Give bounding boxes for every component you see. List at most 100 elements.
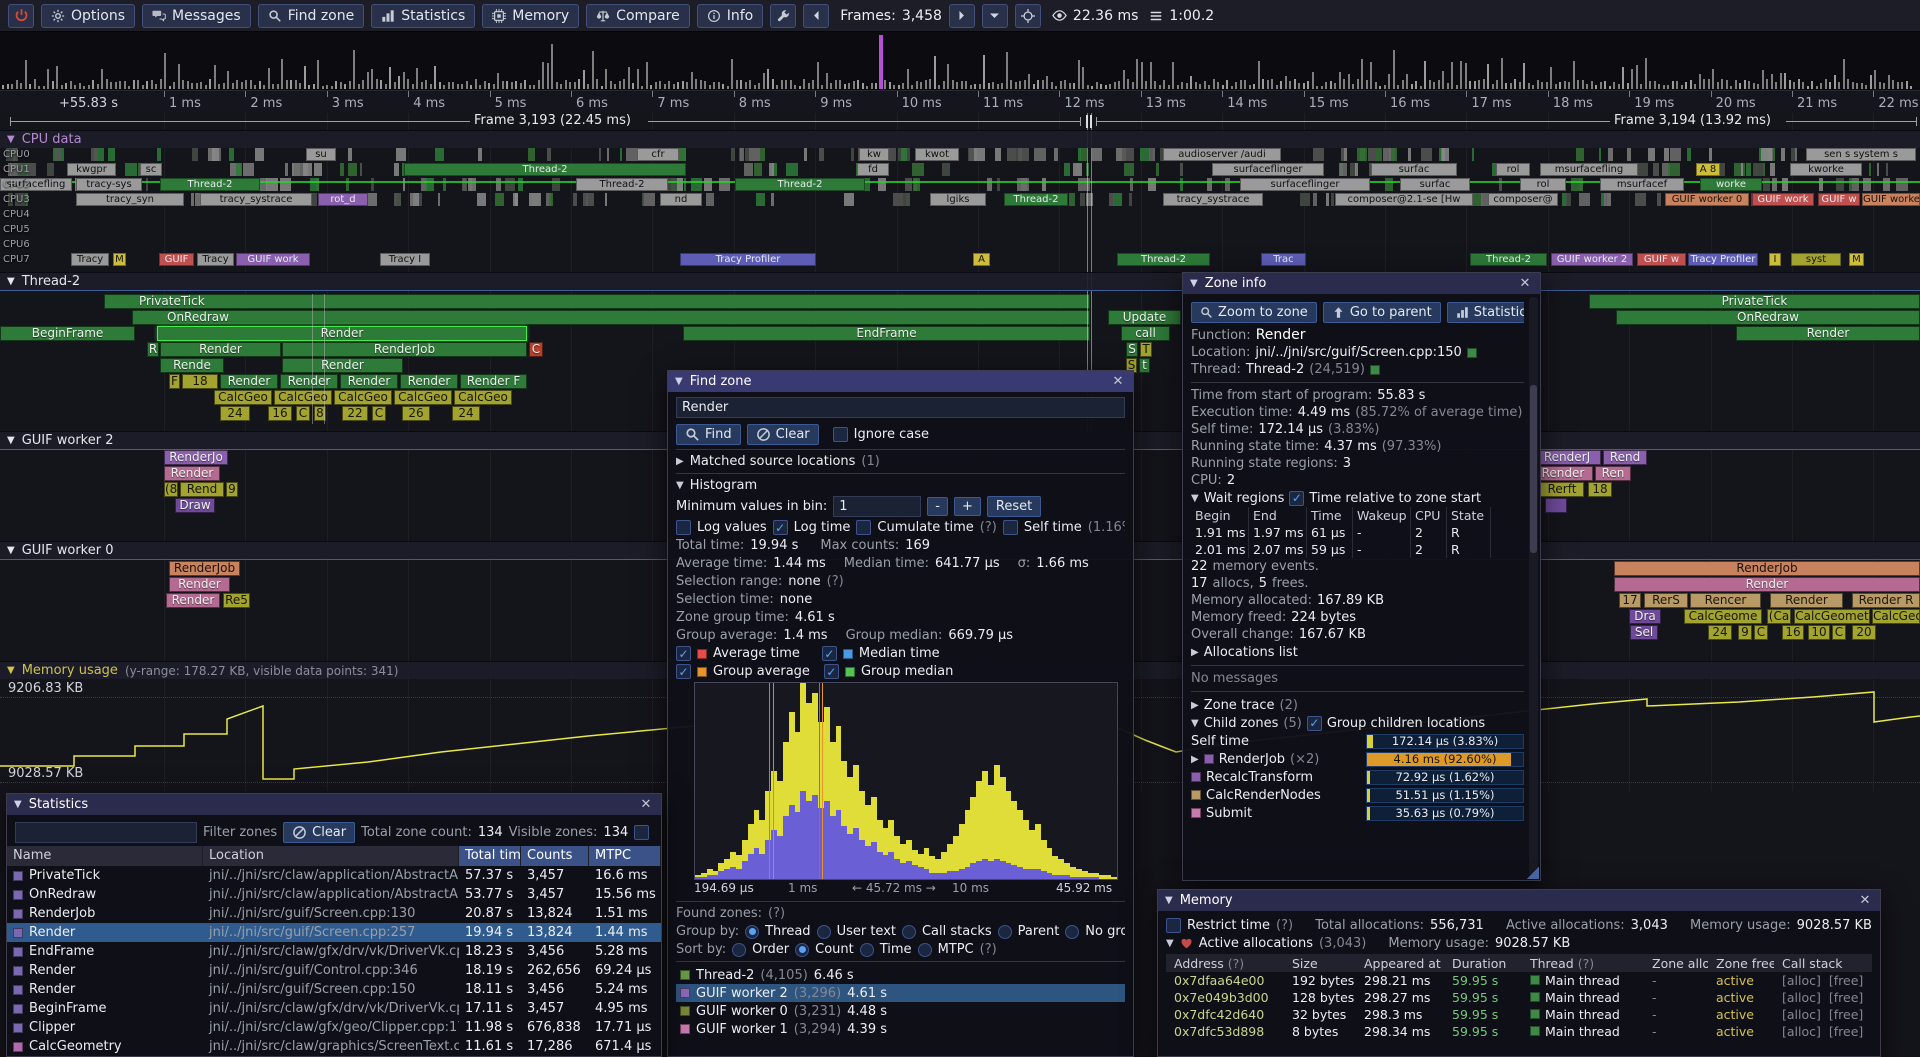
cpu-activity-segment[interactable] (1627, 148, 1632, 161)
cpu-activity-segment[interactable] (546, 148, 552, 161)
restrict-time-hint[interactable]: (?) (1276, 918, 1294, 933)
time-relative-checkbox[interactable] (1289, 490, 1305, 506)
thread-hint[interactable]: (?) (1573, 955, 1595, 971)
cpu-activity-segment[interactable] (1054, 148, 1059, 161)
cpu-activity-segment[interactable] (1139, 148, 1149, 161)
toolbar-button-messages[interactable]: Messages (142, 3, 251, 28)
cpu-activity-segment[interactable] (643, 193, 656, 206)
cpu-activity-segment[interactable] (291, 163, 295, 176)
zone-rend[interactable]: Rend (1603, 450, 1647, 465)
ignore-case-checkbox[interactable] (832, 427, 848, 442)
cpu-activity-segment[interactable] (911, 163, 924, 176)
free-link[interactable]: [free] (1828, 990, 1864, 1005)
cpu-activity-segment[interactable] (884, 148, 896, 161)
cpu-activity-segment[interactable] (339, 163, 344, 176)
zone-render[interactable]: Render (1736, 326, 1920, 341)
cpu-activity-segment[interactable] (552, 178, 560, 191)
zone-privatetick[interactable]: PrivateTick (1589, 294, 1920, 309)
log-values-checkbox[interactable] (676, 520, 691, 535)
restrict-time-checkbox[interactable] (1166, 918, 1181, 933)
cpu-activity-segment[interactable] (974, 148, 985, 161)
memory-header-appeared-at[interactable]: Appeared at (1356, 956, 1444, 971)
cpu-zone-m[interactable]: M (113, 253, 126, 266)
zone-calcgeo[interactable]: CalcGeo (334, 390, 392, 405)
wait-col-begin[interactable]: Begin (1191, 507, 1249, 524)
cpu-activity-segment[interactable] (1794, 148, 1797, 161)
free-link[interactable]: [free] (1828, 1007, 1864, 1022)
histogram-plot[interactable] (694, 682, 1118, 880)
cpu-zone-m[interactable]: M (1849, 253, 1864, 266)
toolbar-button-find-zone[interactable]: Find zone (257, 3, 365, 28)
cpu-zone-thread-2[interactable]: Thread-2 (1470, 253, 1547, 266)
zone-info-button-statistics[interactable]: Statistics (1446, 302, 1524, 323)
cpu-activity-segment[interactable] (900, 148, 907, 161)
cpu-activity-segment[interactable] (1384, 178, 1393, 191)
cpu-activity-segment[interactable] (1849, 178, 1853, 191)
zone-8[interactable]: (8 (164, 482, 178, 497)
cpu-activity-segment[interactable] (518, 178, 524, 191)
zone-info-titlebar[interactable]: ▼ Zone info ✕ (1183, 273, 1540, 294)
cpu-activity-segment[interactable] (426, 178, 434, 191)
cpu-zone-syst[interactable]: syst (1791, 253, 1841, 266)
cpu-activity-segment[interactable] (1112, 193, 1123, 206)
cpu-activity-segment[interactable] (410, 193, 416, 206)
close-icon[interactable]: ✕ (640, 797, 652, 812)
statistics-header-total-time[interactable]: Total time (459, 846, 521, 866)
cpu-activity-segment[interactable] (230, 163, 241, 176)
scrollbar-thumb[interactable] (1530, 385, 1537, 553)
close-icon[interactable]: ✕ (1519, 276, 1531, 291)
cpu-activity-segment[interactable] (1179, 163, 1184, 176)
cpu-activity-segment[interactable] (495, 193, 505, 206)
sort-by-option-mtpc[interactable] (917, 942, 932, 957)
cpu-activity-segment[interactable] (1733, 163, 1746, 176)
zone-22[interactable]: 22 (342, 406, 368, 421)
free-link[interactable]: [free] (1828, 1024, 1864, 1039)
zone-render[interactable]: Render (169, 577, 230, 592)
cpu-activity-segment[interactable] (1086, 193, 1093, 206)
alloc-link[interactable]: [alloc] (1782, 990, 1821, 1005)
decrement-button[interactable]: - (927, 497, 948, 516)
cpu-activity-segment[interactable] (1122, 148, 1134, 161)
cpu-activity-segment[interactable] (641, 193, 644, 206)
cpu-zone-su[interactable]: su (306, 148, 336, 161)
cpu-activity-segment[interactable] (582, 193, 594, 206)
memory-table-row[interactable]: 0x7e049b3d00 128 bytes 298.27 ms 59.95 s Mai… (1166, 989, 1872, 1006)
cpu-activity-segment[interactable] (1079, 148, 1088, 161)
find-button[interactable]: Find (676, 424, 741, 445)
memory-header-zone-alloc[interactable]: Zone alloc (1644, 956, 1708, 971)
cpu-activity-segment[interactable] (1664, 148, 1670, 161)
sort-by-option-count[interactable] (795, 942, 810, 957)
selection-range-hint[interactable]: (?) (826, 574, 844, 589)
cpu-activity-segment[interactable] (731, 148, 736, 161)
cpu-activity-segment[interactable] (1033, 148, 1046, 161)
cpu-activity-segment[interactable] (691, 178, 703, 191)
cpu-activity-segment[interactable] (892, 193, 904, 206)
zone-calcgeo[interactable]: CalcGeo (274, 390, 332, 405)
cpu-activity-segment[interactable] (1648, 148, 1655, 161)
zone-r[interactable]: R (147, 342, 159, 357)
cpu-zone-guif-worker-1[interactable]: GUIF worker 1 (1862, 193, 1920, 206)
cpu-activity-segment[interactable] (8, 193, 13, 206)
cpu-activity-segment[interactable] (1017, 178, 1027, 191)
cpu-activity-segment[interactable] (739, 148, 745, 161)
cpu-activity-segment[interactable] (1575, 148, 1585, 161)
cpu-activity-segment[interactable] (55, 148, 61, 161)
cpu-zone-kwot[interactable]: kwot (915, 148, 959, 161)
tools-button[interactable] (770, 3, 797, 28)
zone-sel[interactable]: Sel (1630, 625, 1658, 640)
cpu-data-header[interactable]: ▼ CPU data (0, 130, 1920, 148)
cpu-activity-segment[interactable] (1343, 148, 1348, 161)
cpu-zone-cfr[interactable]: cfr (637, 148, 679, 161)
cpu-activity-segment[interactable] (228, 148, 234, 161)
cpu-activity-segment[interactable] (676, 178, 683, 191)
cpu-zone-composer-2-1-se-hw[interactable]: composer@2.1-se [Hw (1335, 193, 1473, 206)
zone-render[interactable]: Render (157, 326, 527, 341)
cpu-activity-segment[interactable] (280, 178, 292, 191)
cpu-activity-segment[interactable] (1147, 178, 1156, 191)
cpu-activity-segment[interactable] (6, 148, 18, 161)
cpu-activity-segment[interactable] (604, 193, 607, 206)
memory-header-zone-free[interactable]: Zone free (1708, 956, 1774, 971)
cpu-activity-segment[interactable] (1077, 178, 1090, 191)
cpu-zone-guif[interactable]: GUIF (159, 253, 194, 266)
cpu-activity-segment[interactable] (1076, 163, 1082, 176)
